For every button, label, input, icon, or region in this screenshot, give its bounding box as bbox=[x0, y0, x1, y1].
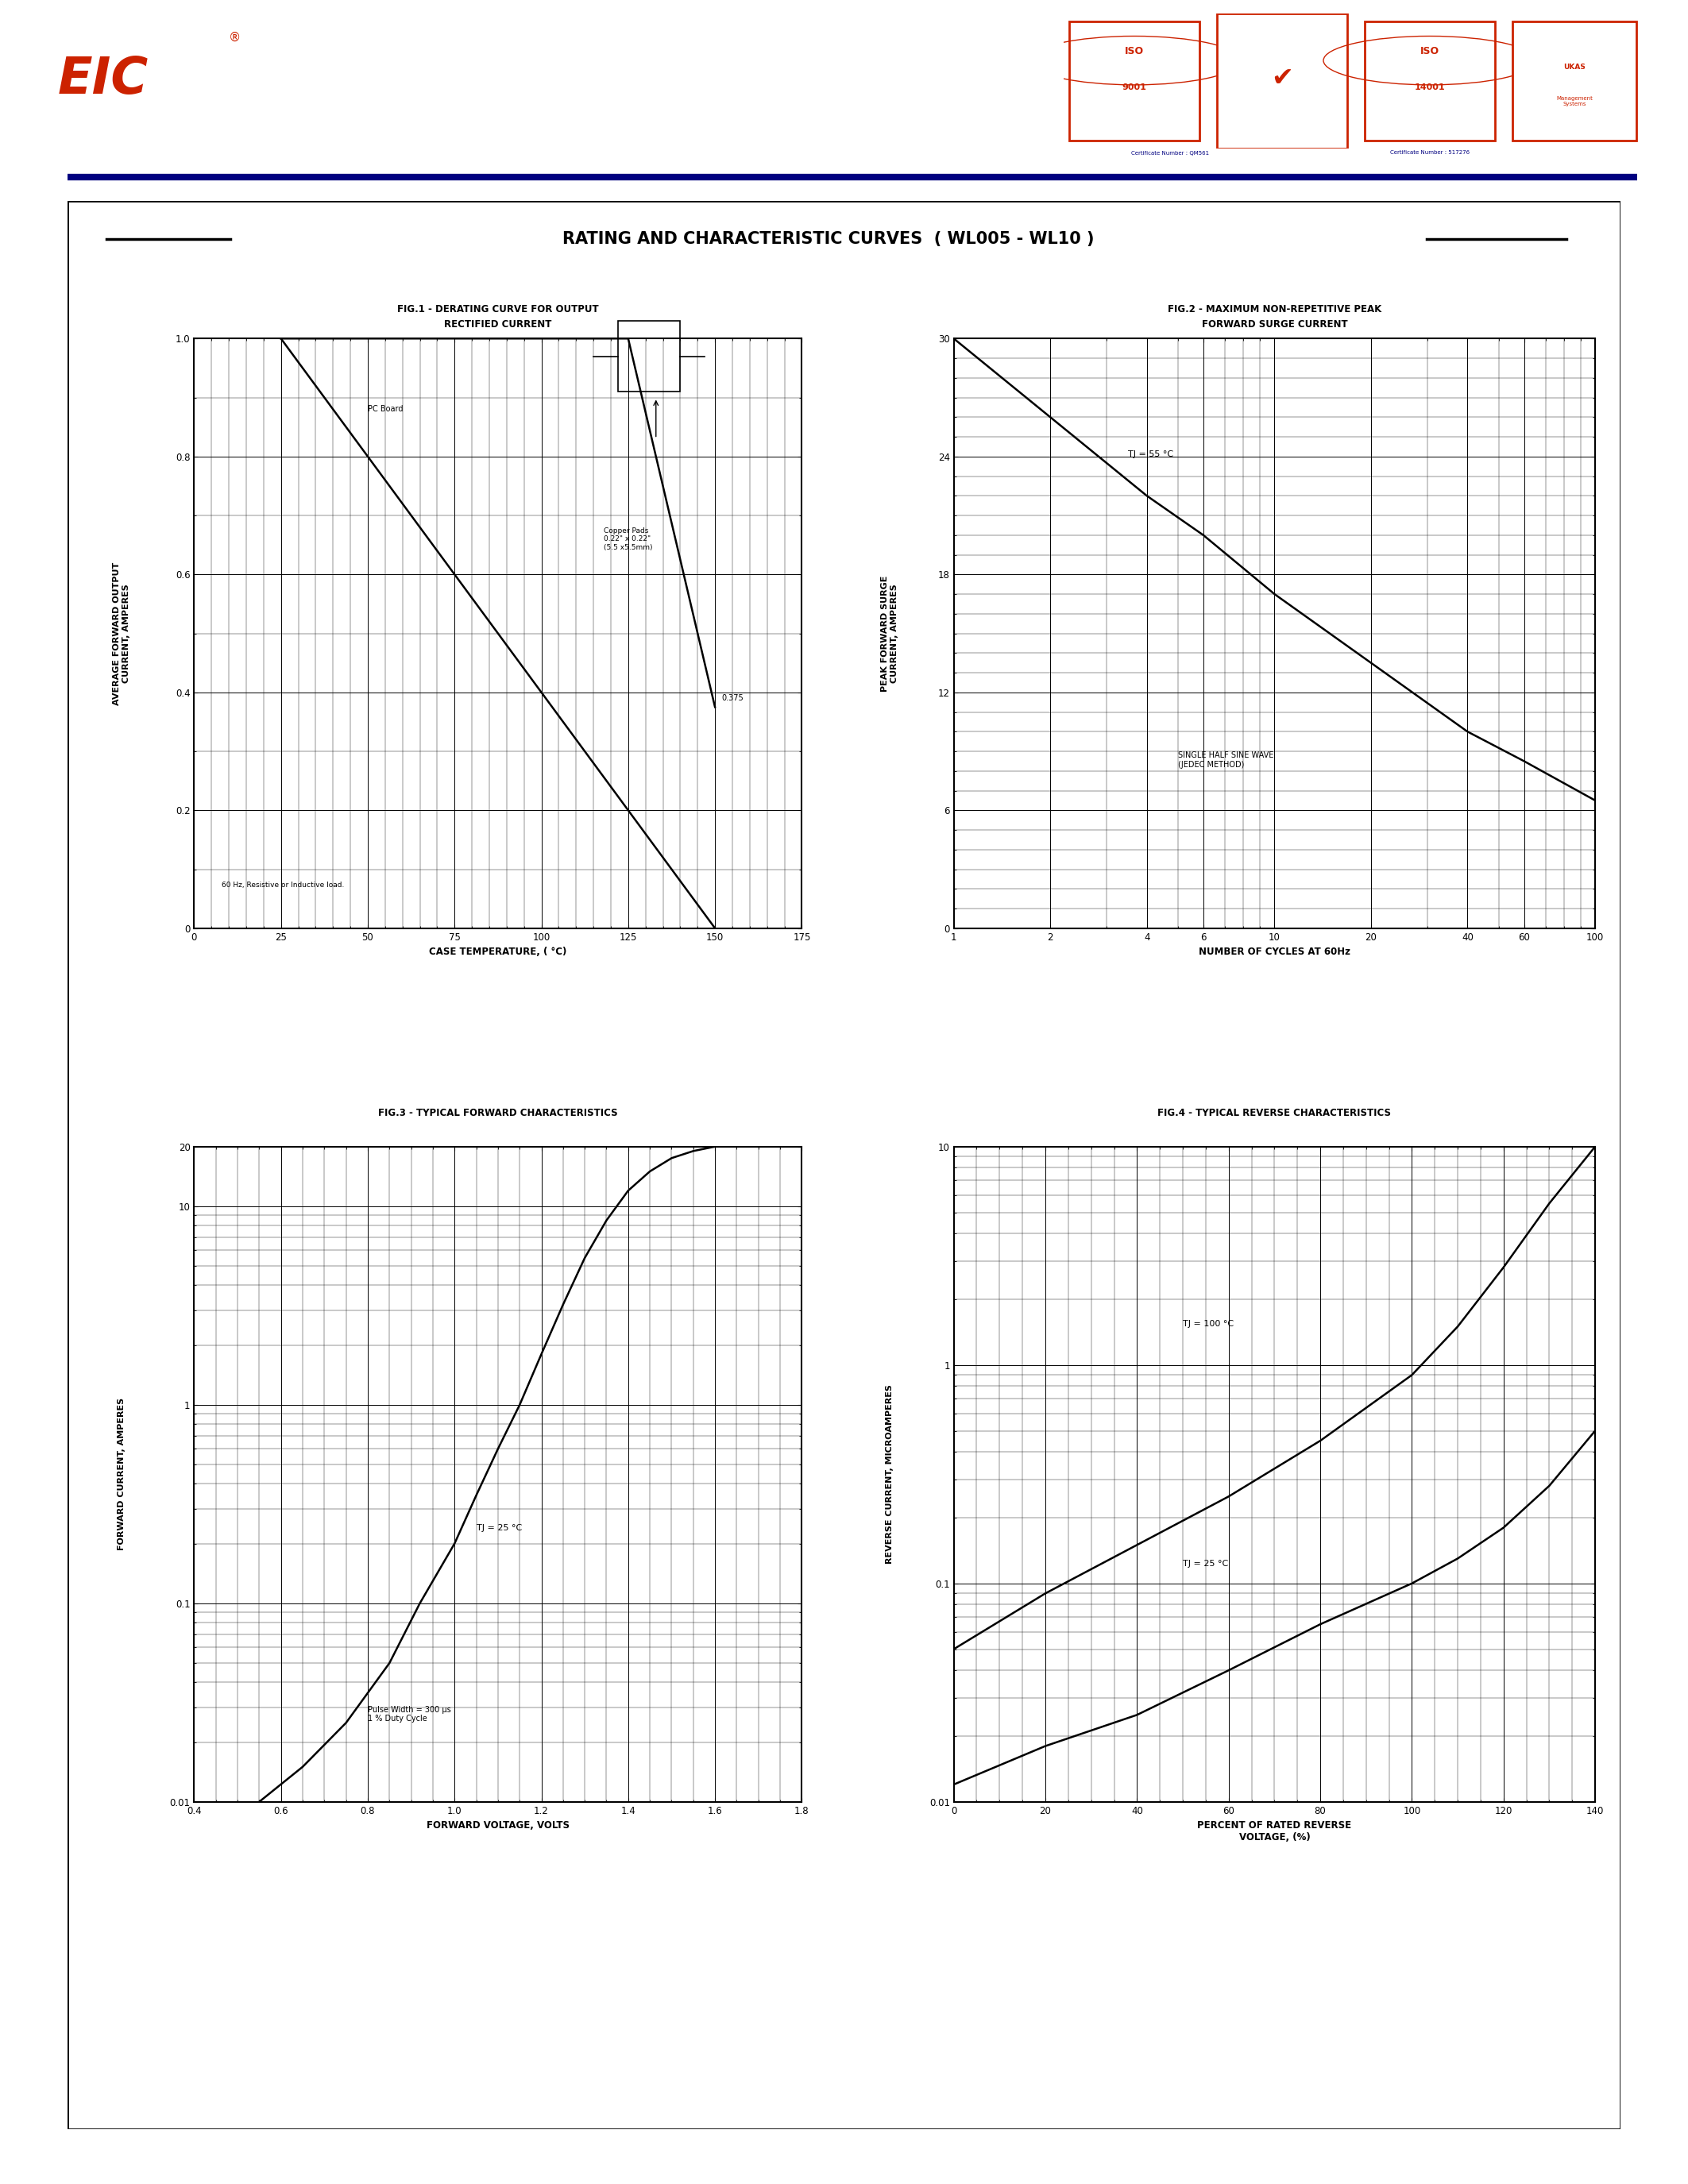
X-axis label: CASE TEMPERATURE, ( °C): CASE TEMPERATURE, ( °C) bbox=[429, 948, 567, 957]
Text: 0.375: 0.375 bbox=[722, 695, 744, 703]
Text: 60 Hz, Resistive or Inductive load.: 60 Hz, Resistive or Inductive load. bbox=[221, 882, 344, 889]
Bar bbox=[1070, 22, 1198, 140]
Text: FIG.3 - TYPICAL FORWARD CHARACTERISTICS: FIG.3 - TYPICAL FORWARD CHARACTERISTICS bbox=[378, 1107, 618, 1118]
X-axis label: NUMBER OF CYCLES AT 60Hz: NUMBER OF CYCLES AT 60Hz bbox=[1198, 948, 1350, 957]
Text: FIG.2 - MAXIMUM NON-REPETITIVE PEAK: FIG.2 - MAXIMUM NON-REPETITIVE PEAK bbox=[1168, 304, 1381, 314]
X-axis label: FORWARD VOLTAGE, VOLTS: FORWARD VOLTAGE, VOLTS bbox=[427, 1821, 569, 1830]
Text: RECTIFIED CURRENT: RECTIFIED CURRENT bbox=[444, 319, 552, 330]
Text: UKAS: UKAS bbox=[1563, 63, 1585, 70]
Text: AVERAGE FORWARD OUTPUT
CURRENT, AMPERES: AVERAGE FORWARD OUTPUT CURRENT, AMPERES bbox=[113, 561, 130, 705]
Text: TJ = 25 °C: TJ = 25 °C bbox=[1183, 1559, 1229, 1568]
Text: ✔: ✔ bbox=[1271, 66, 1293, 92]
Text: ISO: ISO bbox=[1124, 46, 1144, 57]
Text: FORWARD CURRENT, AMPERES: FORWARD CURRENT, AMPERES bbox=[118, 1398, 125, 1551]
Bar bbox=[1512, 22, 1637, 140]
Text: ®: ® bbox=[228, 33, 241, 44]
Bar bbox=[1217, 13, 1347, 149]
Text: 14001: 14001 bbox=[1415, 83, 1445, 92]
Text: TJ = 55 °C: TJ = 55 °C bbox=[1128, 450, 1173, 459]
Text: Pulse Width = 300 μs
1 % Duty Cycle: Pulse Width = 300 μs 1 % Duty Cycle bbox=[368, 1706, 451, 1723]
Text: FIG.4 - TYPICAL REVERSE CHARACTERISTICS: FIG.4 - TYPICAL REVERSE CHARACTERISTICS bbox=[1158, 1107, 1391, 1118]
Bar bbox=[618, 321, 680, 391]
Text: ISO: ISO bbox=[1420, 46, 1440, 57]
Text: RATING AND CHARACTERISTIC CURVES  ( WL005 - WL10 ): RATING AND CHARACTERISTIC CURVES ( WL005… bbox=[562, 232, 1094, 247]
Text: Management
Systems: Management Systems bbox=[1556, 96, 1593, 107]
Text: EIC: EIC bbox=[57, 55, 149, 105]
Text: FORWARD SURGE CURRENT: FORWARD SURGE CURRENT bbox=[1202, 319, 1347, 330]
Bar bbox=[1364, 22, 1496, 140]
Text: Copper Pads
0.22" x 0.22"
(5.5 x5.5mm): Copper Pads 0.22" x 0.22" (5.5 x5.5mm) bbox=[604, 526, 653, 550]
X-axis label: PERCENT OF RATED REVERSE
VOLTAGE, (%): PERCENT OF RATED REVERSE VOLTAGE, (%) bbox=[1197, 1821, 1352, 1843]
Text: PEAK FORWARD SURGE
CURRENT, AMPERES: PEAK FORWARD SURGE CURRENT, AMPERES bbox=[881, 574, 898, 692]
Text: Certificate Number : 517276: Certificate Number : 517276 bbox=[1389, 151, 1470, 155]
Text: Certificate Number : QM561: Certificate Number : QM561 bbox=[1131, 151, 1209, 155]
Text: 9001: 9001 bbox=[1123, 83, 1146, 92]
Text: SINGLE HALF SINE WAVE
(JEDEC METHOD): SINGLE HALF SINE WAVE (JEDEC METHOD) bbox=[1178, 751, 1273, 769]
Text: PC Board: PC Board bbox=[368, 406, 403, 413]
Text: TJ = 100 °C: TJ = 100 °C bbox=[1183, 1319, 1234, 1328]
Text: FIG.1 - DERATING CURVE FOR OUTPUT: FIG.1 - DERATING CURVE FOR OUTPUT bbox=[397, 304, 599, 314]
Text: TJ = 25 °C: TJ = 25 °C bbox=[476, 1524, 522, 1533]
Text: REVERSE CURRENT, MICROAMPERES: REVERSE CURRENT, MICROAMPERES bbox=[886, 1385, 893, 1564]
